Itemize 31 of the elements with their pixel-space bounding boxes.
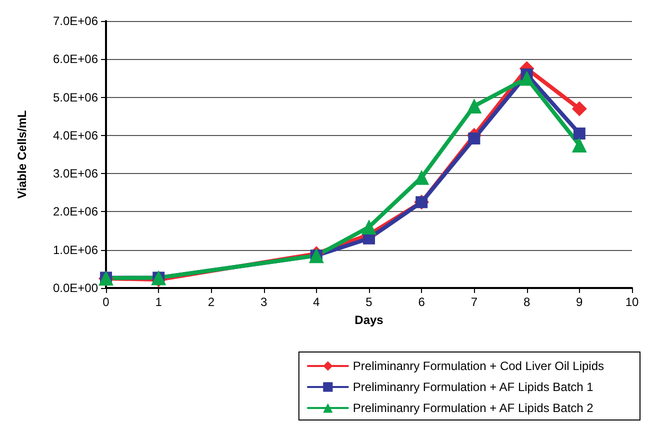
y-tick-label: 3.0E+06: [52, 166, 98, 181]
point: [466, 98, 482, 114]
x-tick-label: 4: [313, 295, 320, 309]
x-tick-label: 8: [523, 295, 530, 309]
y-tick-label: 7.0E+06: [52, 14, 98, 28]
y-tick-label: 1.0E+06: [52, 242, 98, 257]
point: [572, 137, 587, 152]
y-tick-label: 2.0E+06: [52, 204, 98, 219]
legend-label: Preliminanry Formulation + Cod Liver Oil Lipids: [352, 359, 604, 373]
x-axis-title: Days: [354, 313, 384, 327]
y-tick-label: 6.0E+06: [52, 52, 98, 66]
y-axis-title: Viable Cells/mL: [15, 110, 29, 199]
x-tick-label: 3: [260, 295, 268, 309]
point: [362, 219, 376, 234]
x-tick-label: 5: [366, 295, 373, 309]
x-tick-label: 6: [418, 295, 426, 309]
point: [468, 132, 480, 144]
point: [519, 70, 534, 86]
y-tick-label: 4.0E+06: [52, 128, 98, 142]
x-tick-label: 9: [576, 295, 584, 309]
legend-label: Preliminanry Formulation + AF Lipids Batch 2: [352, 401, 594, 415]
x-tick-label: 7: [470, 295, 478, 309]
legend-label: Preliminanry Formulation + AF Lipids Batch 1: [352, 380, 594, 394]
x-tick-label: 2: [208, 295, 215, 309]
x-tick-label: 0: [102, 295, 110, 309]
point: [573, 128, 586, 140]
y-tick-label: 5.0E+06: [52, 90, 98, 104]
point: [572, 101, 587, 116]
y-tick-label: 0.0E+00: [52, 281, 98, 295]
x-tick-label: 10: [625, 295, 639, 309]
x-tick-label: 1: [155, 295, 162, 309]
